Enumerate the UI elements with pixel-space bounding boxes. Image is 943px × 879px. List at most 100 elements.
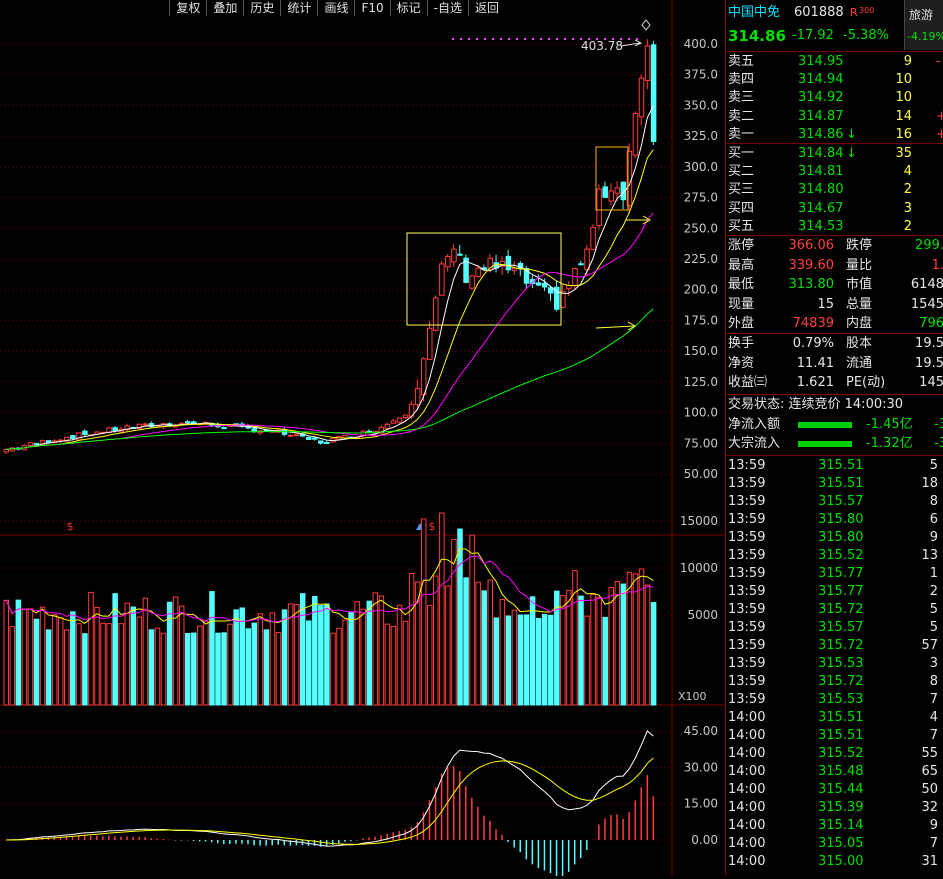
volume-bar	[112, 593, 118, 706]
tick-time: 14:00	[728, 764, 766, 779]
toolbar-button[interactable]: 标记	[389, 0, 427, 16]
volume-bar	[342, 619, 348, 706]
stock-tag: R	[850, 6, 858, 19]
candle-body	[136, 423, 143, 430]
volume-bar	[299, 593, 306, 706]
tick-time: 13:59	[728, 692, 766, 707]
sector-box[interactable]: 旅游 -4.19%	[904, 0, 943, 50]
stat-value: 796	[919, 316, 943, 331]
level-price: 314.80	[798, 182, 844, 198]
volume-bar	[118, 623, 124, 706]
toolbar-button[interactable]: -自选	[426, 0, 468, 16]
stat-value: 74839	[792, 316, 834, 331]
macd-tick-label: 30.00	[684, 760, 718, 774]
macd-tick-label: 15.00	[684, 797, 718, 811]
flow-label: 大宗流入	[728, 436, 781, 451]
stat-value: 299.	[915, 238, 943, 253]
stat-value: 0.79%	[792, 336, 834, 351]
candle-body	[541, 282, 548, 288]
volume-bar	[130, 606, 137, 706]
toolbar-button[interactable]: 画线	[317, 0, 354, 16]
ma20-line	[5, 212, 654, 450]
candle-body	[463, 257, 469, 283]
volume-bar	[82, 633, 88, 706]
volume-bar	[263, 629, 270, 706]
volume-bar	[548, 614, 554, 706]
volume-bar	[445, 585, 451, 706]
tick-price: 315.52	[818, 548, 864, 563]
toolbar-button[interactable]: 历史	[243, 0, 280, 16]
stat-value: 1.621	[796, 375, 834, 390]
volume-bar	[227, 623, 233, 706]
candle-body	[287, 434, 294, 437]
toolbar-button[interactable]: 返回	[467, 0, 505, 16]
tick-volume: 6	[929, 512, 938, 527]
level-volume: 10	[895, 72, 912, 88]
candle-body	[511, 267, 518, 271]
level-label: 买二	[728, 164, 755, 180]
peak-arrow	[620, 39, 643, 47]
candle-body	[433, 297, 439, 331]
volume-bar	[384, 623, 391, 706]
tick-volume: 55	[921, 746, 938, 761]
toolbar-button[interactable]: 统计	[280, 0, 317, 16]
tick-time: 14:00	[728, 746, 766, 761]
chart-area[interactable]: 400.0 375.0 350.0 325.0 300.0 275.0 250.0 225.0…	[0, 0, 724, 879]
volume-tick-label: 15000	[680, 514, 718, 528]
stat-label: 涨停	[728, 238, 755, 253]
stat-value: 313.80	[788, 277, 835, 292]
stat-label: 最高	[728, 257, 755, 273]
volume-bar	[106, 623, 112, 706]
tick-volume: 57	[921, 638, 938, 653]
candle-body	[439, 263, 445, 296]
volume-bar	[221, 632, 227, 706]
volume-bar	[578, 595, 584, 706]
volume-bar	[100, 622, 106, 706]
flow-extra: -3	[934, 436, 943, 451]
volume-bar	[566, 589, 572, 706]
level-volume: 2	[903, 218, 912, 234]
volume-bar	[372, 592, 379, 706]
tick-time: 13:59	[728, 476, 766, 491]
level-volume: 14	[895, 108, 912, 124]
volume-bar	[523, 614, 530, 706]
stat-value: 19.5	[915, 336, 943, 351]
tick-time: 14:00	[728, 854, 766, 869]
tick-time: 13:59	[728, 494, 766, 509]
candle-body	[112, 427, 118, 432]
tick-time: 14:00	[728, 728, 766, 743]
toolbar-button[interactable]: 叠加	[206, 0, 243, 16]
toolbar-button[interactable]: 复权	[169, 0, 206, 16]
volume-bar	[529, 596, 536, 706]
level-label: 买一	[728, 146, 755, 161]
annotation-arrow-head	[627, 321, 637, 331]
volume-bar	[463, 577, 469, 706]
stock-chart[interactable]: 400.0 375.0 350.0 325.0 300.0 275.0 250.0 225.0…	[0, 0, 724, 879]
tick-price: 315.05	[818, 836, 864, 851]
flow-bar	[798, 441, 852, 447]
volume-bar	[239, 607, 245, 706]
tick-time: 13:59	[728, 566, 766, 581]
trade-status: 交易状态: 连续竞价 14:00:30	[728, 397, 904, 412]
price-tick-label: 350.0	[684, 98, 718, 112]
volume-bar	[197, 625, 203, 706]
volume-bar	[306, 620, 312, 706]
level-label: 卖一	[728, 126, 755, 142]
volume-bar	[281, 609, 288, 706]
tick-volume: 3	[929, 656, 938, 671]
volume-bar	[427, 604, 433, 706]
volume-bar	[590, 593, 596, 706]
volume-bar	[650, 602, 657, 706]
toolbar-button[interactable]: F10	[354, 0, 389, 16]
volume-bar	[70, 611, 76, 706]
stat-label: 市值	[846, 277, 873, 292]
volume-bar	[390, 625, 397, 706]
tick-price: 315.52	[818, 746, 864, 761]
stat-value: 1545	[910, 296, 943, 312]
ma60-line	[5, 308, 654, 450]
volume-bar	[433, 575, 439, 706]
level-price: 314.95	[798, 54, 844, 69]
tick-time: 13:59	[728, 656, 766, 671]
level-label: 买三	[728, 182, 755, 198]
price-tick-label: 100.0	[684, 406, 718, 420]
